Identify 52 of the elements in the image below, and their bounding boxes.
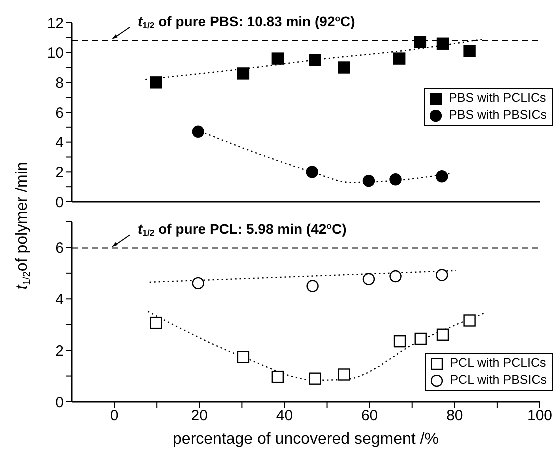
point [309,372,322,385]
y-tick-label: 2 [56,342,64,360]
y-tick-label: 4 [56,134,64,152]
point [192,126,204,138]
point [394,335,406,348]
ref-line-label: t$_{1/2}$ of pure PCL: 5.98 min (42$^{o}$C) [138,221,347,238]
x-tick-label: 40 [276,408,294,425]
y-tick-label: 8 [56,74,64,92]
point [272,52,284,65]
point [192,277,204,290]
point [309,54,322,66]
point [394,52,406,65]
y-tick-label: 10 [47,45,64,62]
point [306,280,319,292]
x-tick-label: 80 [446,408,464,425]
point [390,174,402,186]
y-tick-label: 4 [56,291,64,308]
point [272,370,284,384]
x-tick-label: 20 [191,408,208,425]
point [414,332,427,346]
y-tick-label: 0 [56,394,64,412]
point [436,269,448,282]
point [414,36,427,48]
legend-label: PCL with PBSICs [450,372,547,389]
point [338,62,350,74]
point [237,351,250,364]
legend-label: PCL with PCLICs [450,355,546,372]
y-tick-label: 6 [56,240,64,258]
point [150,76,162,89]
point [150,316,162,330]
y-tick-label: 0 [56,194,64,212]
ref-line-label: t$_{1/2}$ of pure PBS: 10.83 min (92$^{o}$C) [138,13,356,31]
legend-label: PBS with PBSICs [449,107,547,124]
x-tick-label: 100 [527,408,553,425]
point [464,45,476,58]
y-tick-label: 2 [56,164,64,182]
x-tick-label: 60 [361,408,378,425]
x-tick-label: 0 [110,408,119,425]
point [436,328,450,341]
x-axis-title: percentage of uncovered segment /% [173,431,439,448]
legend-label: PBS with PCLICs [449,90,546,107]
point [436,170,448,183]
point [362,273,376,286]
point [436,38,450,50]
y-tick-label: 12 [47,15,64,32]
y-tick-label: 6 [56,104,64,122]
point [464,314,476,327]
point [306,166,318,178]
point [362,175,376,188]
point [390,270,402,283]
point [237,68,250,80]
point [338,368,350,381]
